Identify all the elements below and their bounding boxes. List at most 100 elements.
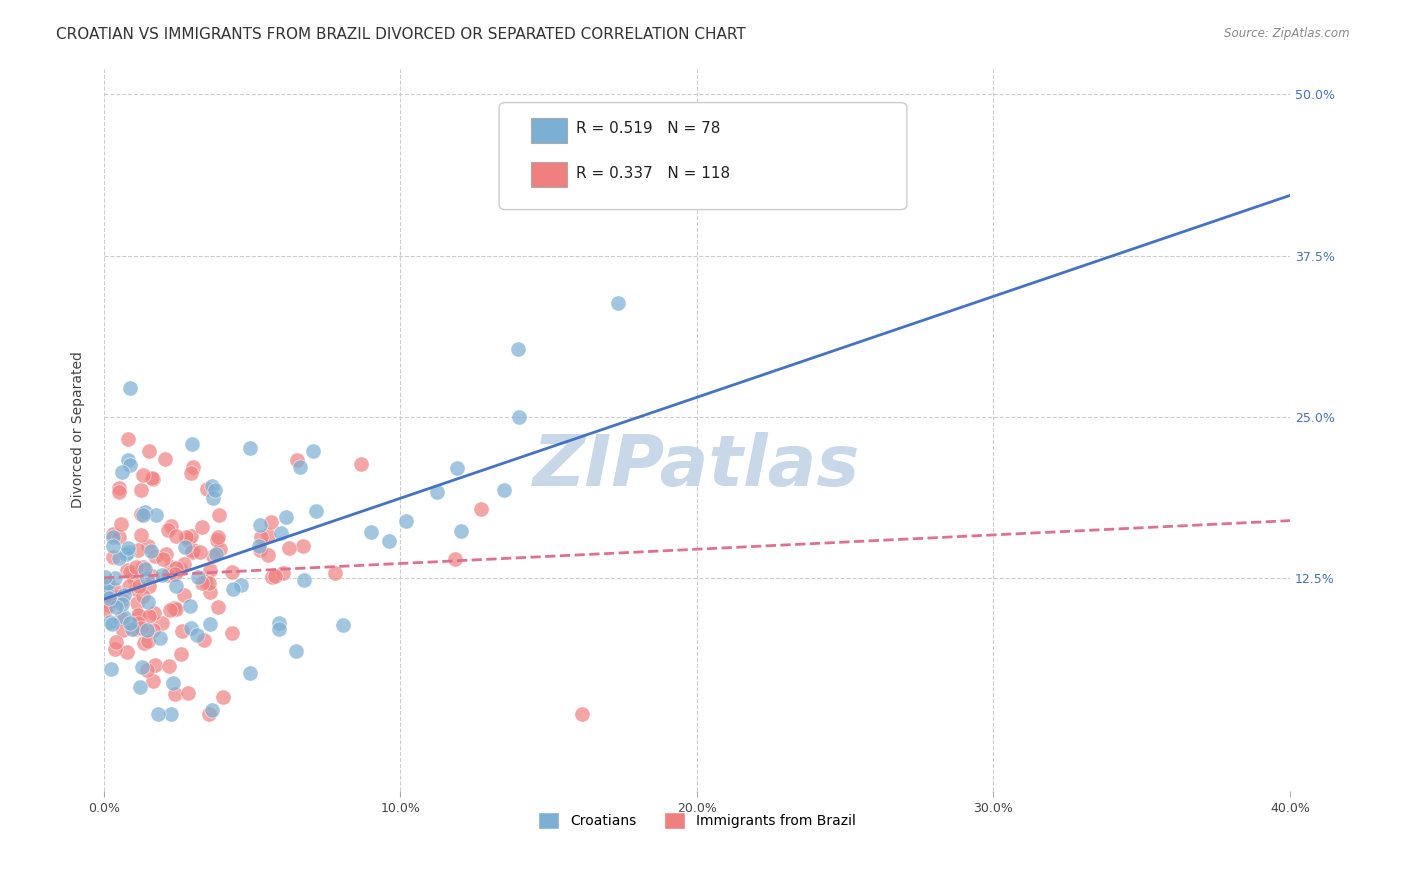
- Point: [194, 574, 217, 589]
- Point: [127, 607, 149, 622]
- Point: [97, 576, 120, 591]
- Point: [104, 590, 127, 604]
- Point: [163, 601, 186, 615]
- Point: [152, 552, 174, 566]
- Point: [117, 544, 139, 558]
- Point: [131, 527, 153, 541]
- Point: [96, 582, 118, 597]
- Point: [142, 472, 165, 486]
- Text: R = 0.519   N = 78: R = 0.519 N = 78: [576, 121, 721, 136]
- Point: [145, 508, 167, 523]
- Point: [110, 517, 132, 532]
- Point: [188, 545, 211, 559]
- Point: [134, 505, 156, 519]
- Point: [118, 565, 141, 579]
- Point: [127, 615, 149, 630]
- Point: [271, 566, 294, 580]
- Point: [146, 706, 169, 721]
- Point: [426, 485, 449, 500]
- Point: [136, 634, 159, 648]
- Point: [117, 432, 139, 446]
- Point: [104, 571, 127, 585]
- Point: [249, 518, 271, 533]
- Point: [165, 602, 187, 616]
- Point: [157, 659, 180, 673]
- Point: [120, 615, 142, 630]
- Point: [205, 547, 228, 561]
- Point: [136, 539, 159, 553]
- Point: [201, 478, 224, 492]
- Point: [204, 483, 226, 497]
- Point: [132, 508, 155, 522]
- Point: [191, 520, 214, 534]
- Point: [105, 635, 128, 649]
- Point: [132, 589, 155, 603]
- Point: [107, 530, 129, 544]
- Point: [101, 617, 124, 632]
- Text: R = 0.337   N = 118: R = 0.337 N = 118: [576, 166, 731, 180]
- Point: [323, 566, 346, 580]
- Point: [181, 437, 204, 451]
- Point: [153, 452, 176, 467]
- Point: [249, 543, 271, 558]
- Point: [103, 582, 125, 596]
- Point: [101, 539, 124, 553]
- Point: [108, 481, 131, 495]
- Point: [117, 453, 139, 467]
- Point: [264, 569, 287, 583]
- Point: [285, 453, 308, 467]
- Point: [446, 461, 468, 475]
- Point: [172, 624, 194, 638]
- Point: [159, 603, 181, 617]
- Point: [174, 540, 197, 554]
- Point: [508, 342, 530, 356]
- Point: [142, 673, 165, 688]
- Point: [104, 641, 127, 656]
- Point: [257, 527, 280, 541]
- Point: [129, 621, 152, 635]
- Point: [143, 606, 166, 620]
- Point: [173, 588, 195, 602]
- Point: [377, 533, 399, 548]
- Point: [132, 467, 155, 482]
- Point: [276, 510, 298, 524]
- Point: [98, 599, 121, 613]
- Point: [187, 570, 209, 584]
- Point: [165, 579, 187, 593]
- Point: [270, 525, 292, 540]
- Point: [209, 542, 232, 557]
- Point: [262, 569, 284, 583]
- Point: [205, 533, 228, 547]
- Point: [150, 567, 173, 582]
- Point: [200, 617, 222, 632]
- Point: [180, 528, 202, 542]
- Point: [112, 623, 135, 637]
- Point: [177, 533, 200, 547]
- Point: [93, 570, 115, 584]
- Point: [94, 603, 117, 617]
- Point: [131, 507, 153, 521]
- Point: [121, 622, 143, 636]
- Point: [115, 548, 138, 562]
- Point: [190, 576, 212, 591]
- Point: [128, 680, 150, 694]
- Point: [100, 662, 122, 676]
- Point: [181, 543, 204, 558]
- Point: [305, 503, 328, 517]
- Point: [180, 466, 202, 480]
- Point: [136, 663, 159, 677]
- Point: [508, 409, 530, 424]
- Y-axis label: Divorced or Separated: Divorced or Separated: [72, 351, 86, 508]
- Point: [201, 491, 224, 505]
- Point: [98, 591, 121, 606]
- Point: [128, 579, 150, 593]
- Point: [221, 566, 243, 580]
- Point: [128, 608, 150, 623]
- Point: [173, 557, 195, 571]
- Point: [98, 615, 121, 630]
- Point: [141, 471, 163, 485]
- Point: [177, 686, 200, 700]
- Point: [150, 616, 173, 631]
- Point: [267, 622, 290, 636]
- Point: [165, 560, 187, 574]
